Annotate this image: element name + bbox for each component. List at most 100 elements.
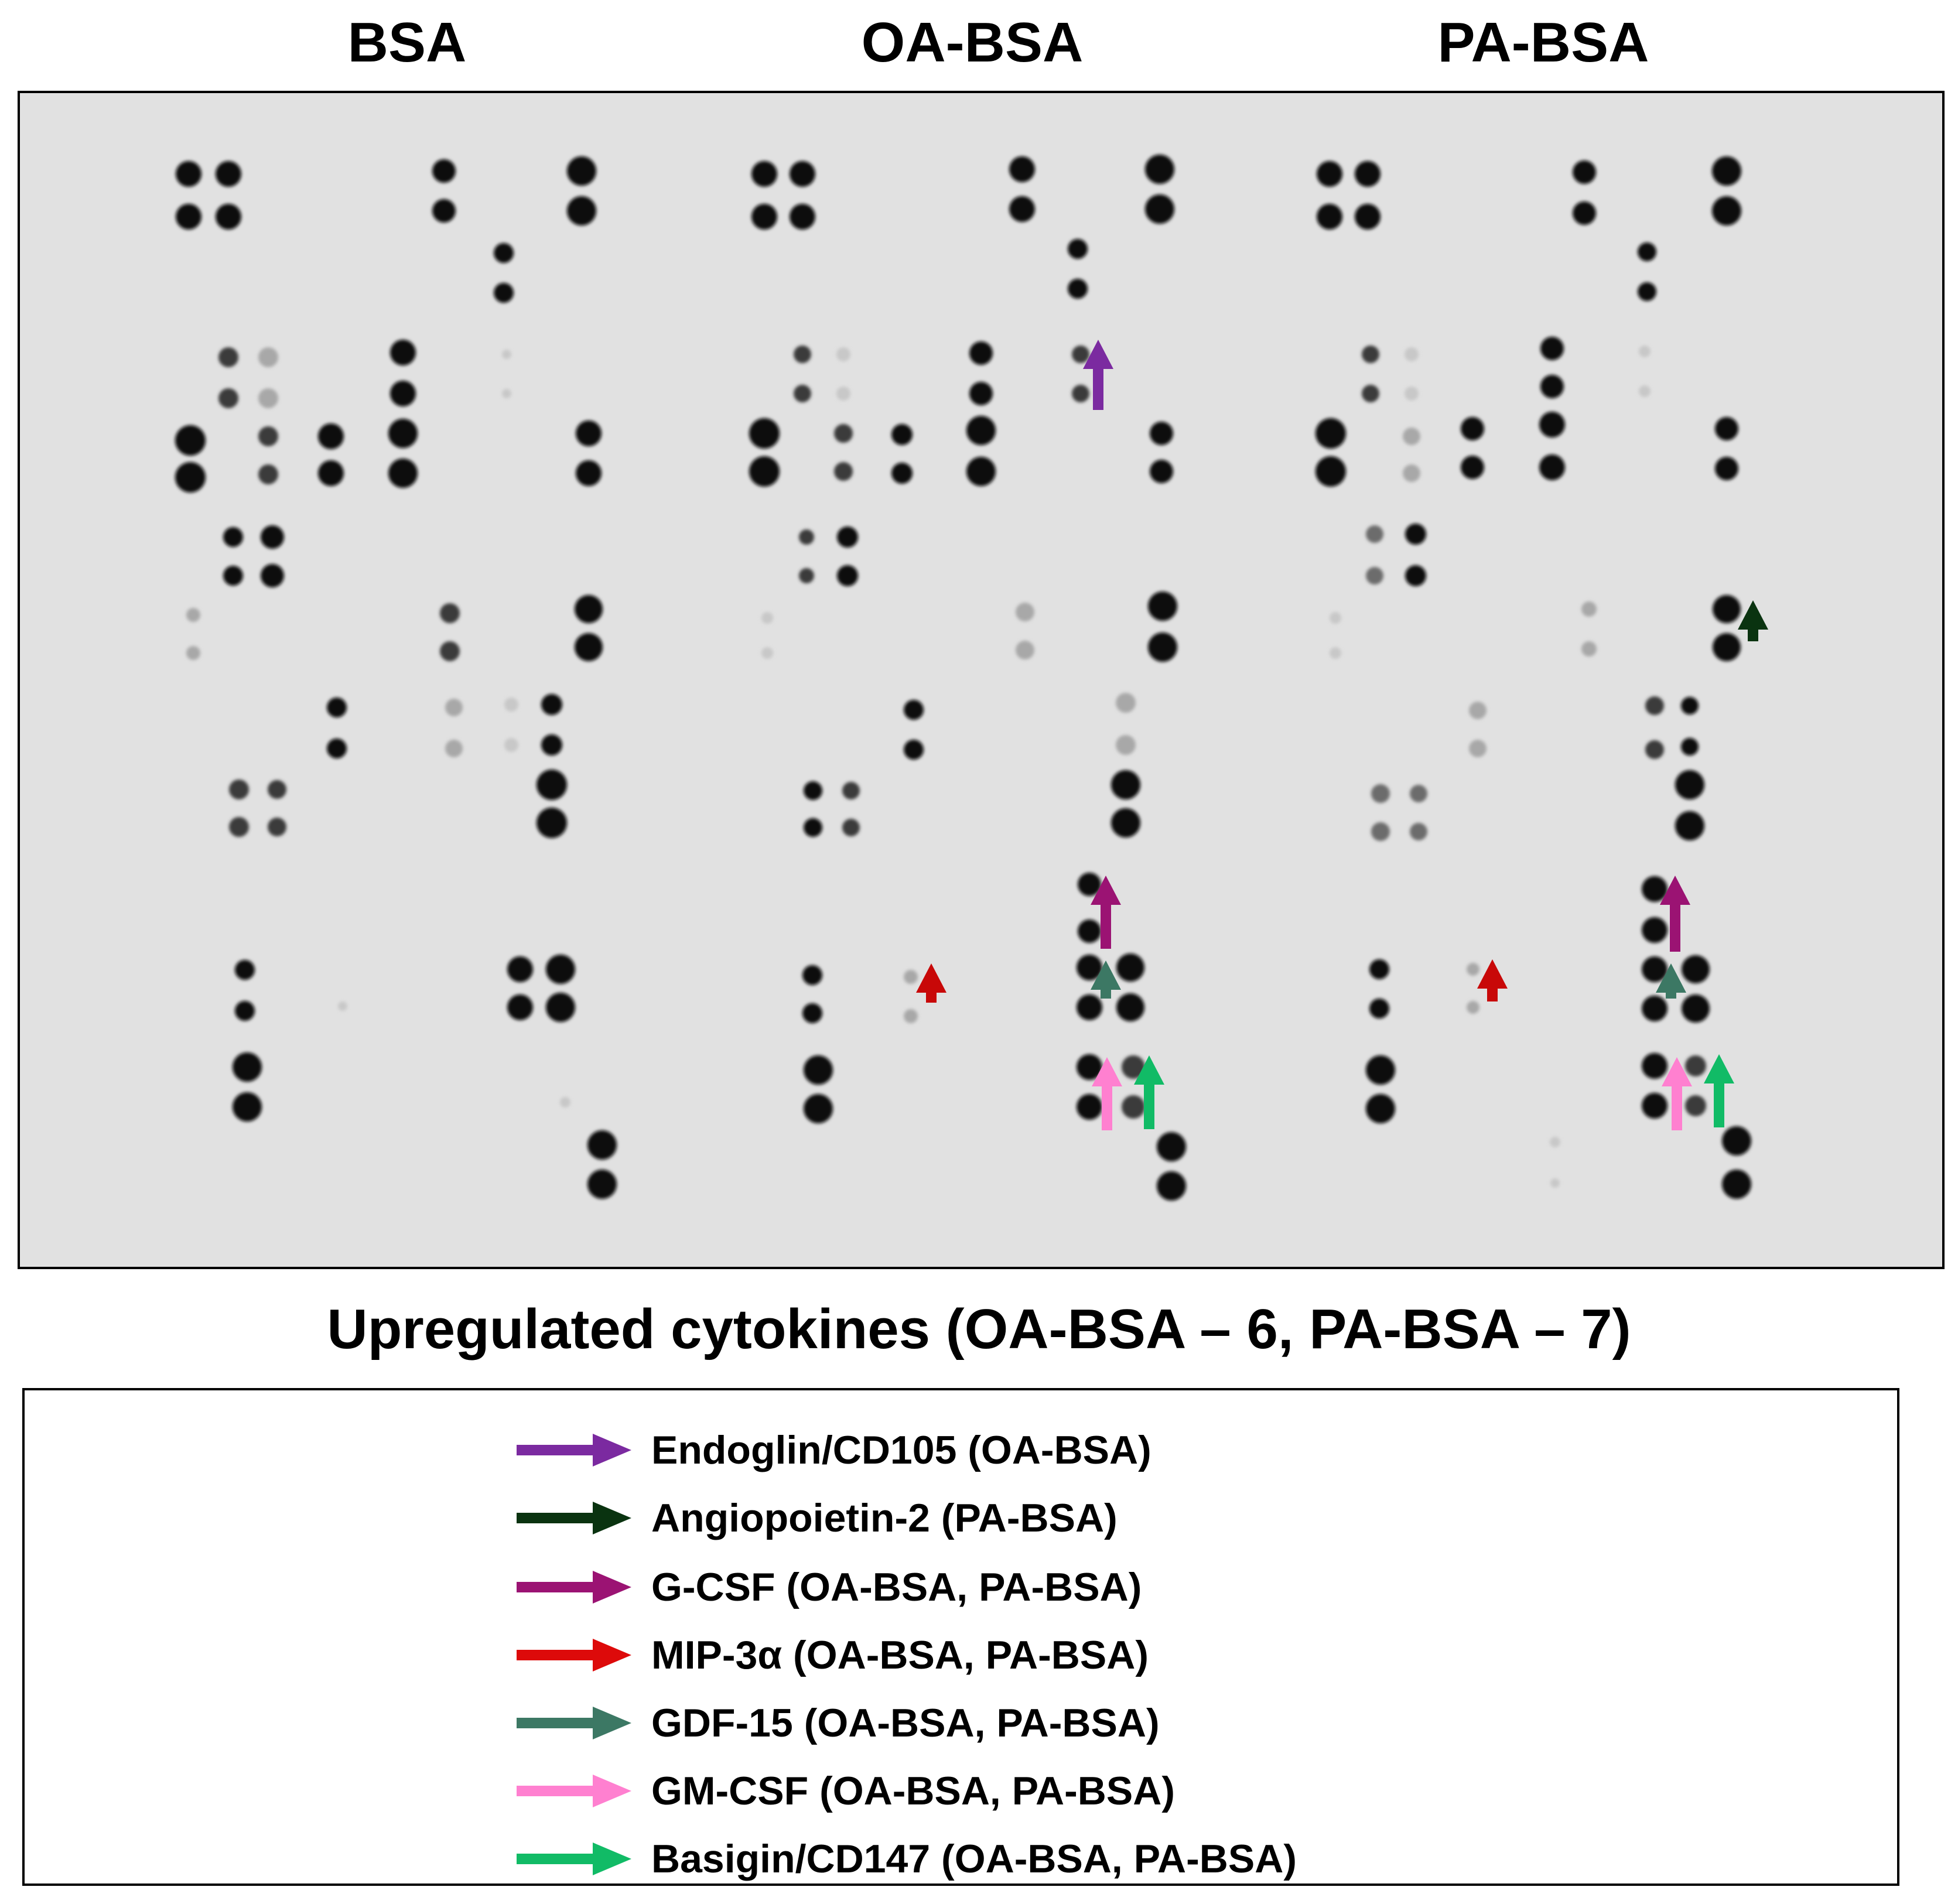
blot-spot	[1111, 770, 1140, 799]
blot-spot	[1642, 956, 1667, 982]
blot-spot	[804, 818, 822, 837]
blot-spot	[1642, 917, 1667, 943]
blot-spot	[587, 1170, 617, 1199]
legend-item-gm-csf: GM-CSF (OA-BSA, PA-BSA)	[517, 1762, 1175, 1820]
blot-spot	[761, 612, 773, 624]
annotation-arrow-icon	[1656, 963, 1686, 999]
blot-spot	[751, 204, 777, 230]
legend-item-gdf-15: GDF-15 (OA-BSA, PA-BSA)	[517, 1694, 1160, 1752]
blot-spot	[186, 608, 200, 622]
blot-spot	[1355, 161, 1380, 187]
blot-spot	[1145, 155, 1174, 184]
blot-spot	[1638, 242, 1656, 261]
blot-spot	[175, 462, 206, 493]
blot-spot	[229, 817, 249, 837]
annotation-arrow-icon	[1477, 959, 1508, 1001]
blot-spot	[966, 416, 996, 445]
blot-spot	[258, 464, 278, 484]
blot-spot	[1078, 873, 1101, 896]
blot-spot	[1639, 385, 1651, 397]
blot-spot	[1722, 1126, 1751, 1156]
blot-spot	[494, 283, 514, 303]
blot-spot	[802, 965, 822, 985]
blot-spot	[1405, 524, 1426, 545]
blot-spot	[390, 381, 416, 406]
blot-spot	[1355, 204, 1380, 230]
blot-spot	[1581, 601, 1597, 617]
blot-spot	[799, 529, 814, 545]
blot-spot	[1078, 919, 1101, 943]
blot-spot	[1461, 417, 1484, 440]
blot-spot	[268, 780, 286, 799]
blot-spot	[1467, 1001, 1479, 1014]
blot-spot	[1403, 464, 1420, 482]
blot-spot	[575, 633, 603, 661]
legend-item-basigin: Basigin/CD147 (OA-BSA, PA-BSA)	[517, 1830, 1297, 1888]
annotation-arrow-icon	[1704, 1054, 1734, 1127]
blot-spot	[1366, 525, 1383, 543]
blot-spot	[1009, 196, 1035, 222]
blot-spot	[1712, 196, 1741, 225]
blot-spot	[567, 196, 596, 225]
blot-spot	[216, 204, 241, 230]
blot-spot	[1403, 428, 1420, 445]
blot-spot	[1573, 160, 1596, 184]
blot-spot	[1715, 457, 1738, 480]
blot-spot	[1009, 156, 1035, 182]
blot-spot	[1550, 1137, 1560, 1147]
blot-spot	[502, 389, 511, 398]
blot-spot	[1145, 194, 1174, 224]
blot-spot	[388, 459, 418, 488]
blot-spot	[1148, 592, 1177, 621]
column-title-pa-bsa: PA-BSA	[1437, 11, 1649, 74]
blot-spot	[560, 1097, 570, 1107]
blot-spot	[223, 527, 243, 547]
blot-spot	[1713, 633, 1741, 661]
blot-spot	[1722, 1170, 1751, 1199]
blot-spot	[1681, 738, 1699, 756]
blot-spot	[1410, 785, 1427, 802]
blot-spot	[1330, 647, 1341, 659]
blot-spot	[836, 347, 850, 361]
blot-spot	[1681, 697, 1699, 715]
legend-item-mip-3a: MIP-3α (OA-BSA, PA-BSA)	[517, 1626, 1149, 1684]
blot-spot	[799, 568, 814, 583]
blot-spot	[261, 525, 284, 549]
blot-spot	[1550, 1178, 1560, 1188]
blot-spot	[1362, 346, 1379, 363]
blot-spot	[175, 425, 206, 456]
blot-spot	[1642, 996, 1667, 1021]
blot-spot	[229, 780, 249, 799]
blot-spot	[842, 782, 860, 799]
blot-spot	[802, 1003, 822, 1023]
blot-spot	[904, 700, 924, 720]
blot-spot	[258, 388, 278, 408]
blot-spot	[1116, 693, 1136, 713]
blot-spot	[1540, 337, 1564, 360]
blot-spot	[216, 161, 241, 187]
blot-spot	[1122, 1095, 1145, 1119]
legend-item-angiopoietin-2: Angiopoietin-2 (PA-BSA)	[517, 1489, 1118, 1547]
blot-spot	[440, 603, 460, 623]
blot-spot	[186, 646, 200, 660]
blot-spot	[218, 388, 238, 408]
blot-spot	[1016, 603, 1034, 621]
blot-spot	[1638, 282, 1656, 301]
blot-spot	[1639, 346, 1651, 357]
blot-spot	[1642, 876, 1667, 902]
blot-spot	[504, 698, 518, 712]
blot-spot	[507, 994, 533, 1020]
blot-spot	[1362, 385, 1379, 402]
blot-spot	[1077, 994, 1102, 1020]
legend-label: Angiopoietin-2 (PA-BSA)	[651, 1496, 1118, 1540]
blot-spot	[1713, 595, 1741, 623]
blot-spot	[1150, 460, 1173, 483]
annotation-arrow-icon	[1092, 1057, 1122, 1130]
annotation-arrow-icon	[1091, 960, 1121, 999]
blot-spot	[502, 350, 511, 359]
blot-spot	[390, 340, 416, 365]
blot-spot	[834, 424, 853, 443]
blot-spot	[1469, 740, 1487, 757]
blot-spot	[176, 204, 201, 230]
column-title-oa-bsa: OA-BSA	[861, 11, 1084, 74]
